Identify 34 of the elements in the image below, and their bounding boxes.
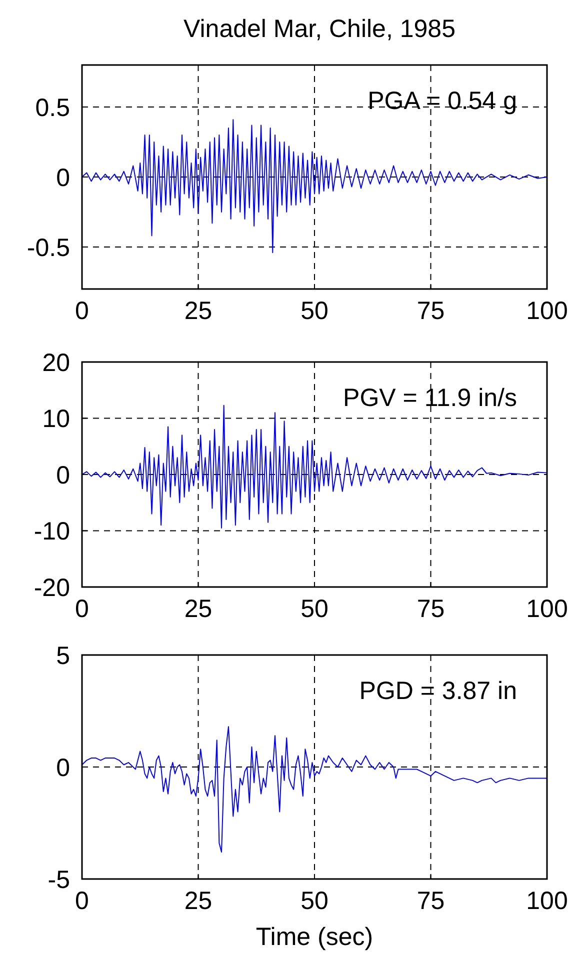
x-tick-label: 25: [184, 887, 212, 915]
y-tick-label: 0: [56, 164, 70, 192]
x-tick-label: 25: [184, 297, 212, 325]
x-tick-label: 0: [75, 887, 89, 915]
y-tick-label: -5: [48, 866, 70, 894]
chart-title: Vinadel Mar, Chile, 1985: [184, 15, 456, 43]
line-series: [82, 726, 548, 853]
y-tick-label: 20: [42, 348, 70, 377]
annotation: PGD = 3.87 in: [359, 677, 517, 705]
x-tick-label: 50: [300, 595, 328, 623]
y-tick-label: -0.5: [26, 234, 70, 262]
x-tick-label: 0: [75, 595, 89, 623]
x-axis-title: Time (sec): [256, 923, 374, 951]
x-tick-label: 75: [416, 595, 445, 623]
y-tick-label: 0: [56, 754, 70, 782]
x-tick-label: 50: [300, 887, 328, 915]
x-tick-label: 100: [526, 887, 568, 915]
y-tick-label: 0.5: [35, 94, 70, 122]
y-tick-label: -10: [34, 518, 70, 546]
x-tick-label: 25: [184, 595, 212, 623]
x-tick-label: 75: [416, 887, 445, 915]
annotation: PGV = 11.9 in/s: [343, 384, 517, 412]
x-tick-label: 50: [300, 297, 328, 325]
y-tick-label: 10: [42, 405, 70, 433]
y-tick-label: 0: [56, 461, 70, 490]
y-tick-label: -20: [34, 574, 70, 602]
line-series: [82, 404, 548, 528]
x-tick-label: 100: [526, 595, 568, 623]
x-tick-label: 75: [416, 297, 445, 325]
x-tick-label: 0: [75, 297, 89, 325]
y-tick-label: 5: [56, 642, 70, 670]
annotation: PGA = 0.54 g: [368, 87, 517, 115]
line-series: [82, 119, 548, 254]
x-tick-label: 100: [526, 297, 568, 325]
